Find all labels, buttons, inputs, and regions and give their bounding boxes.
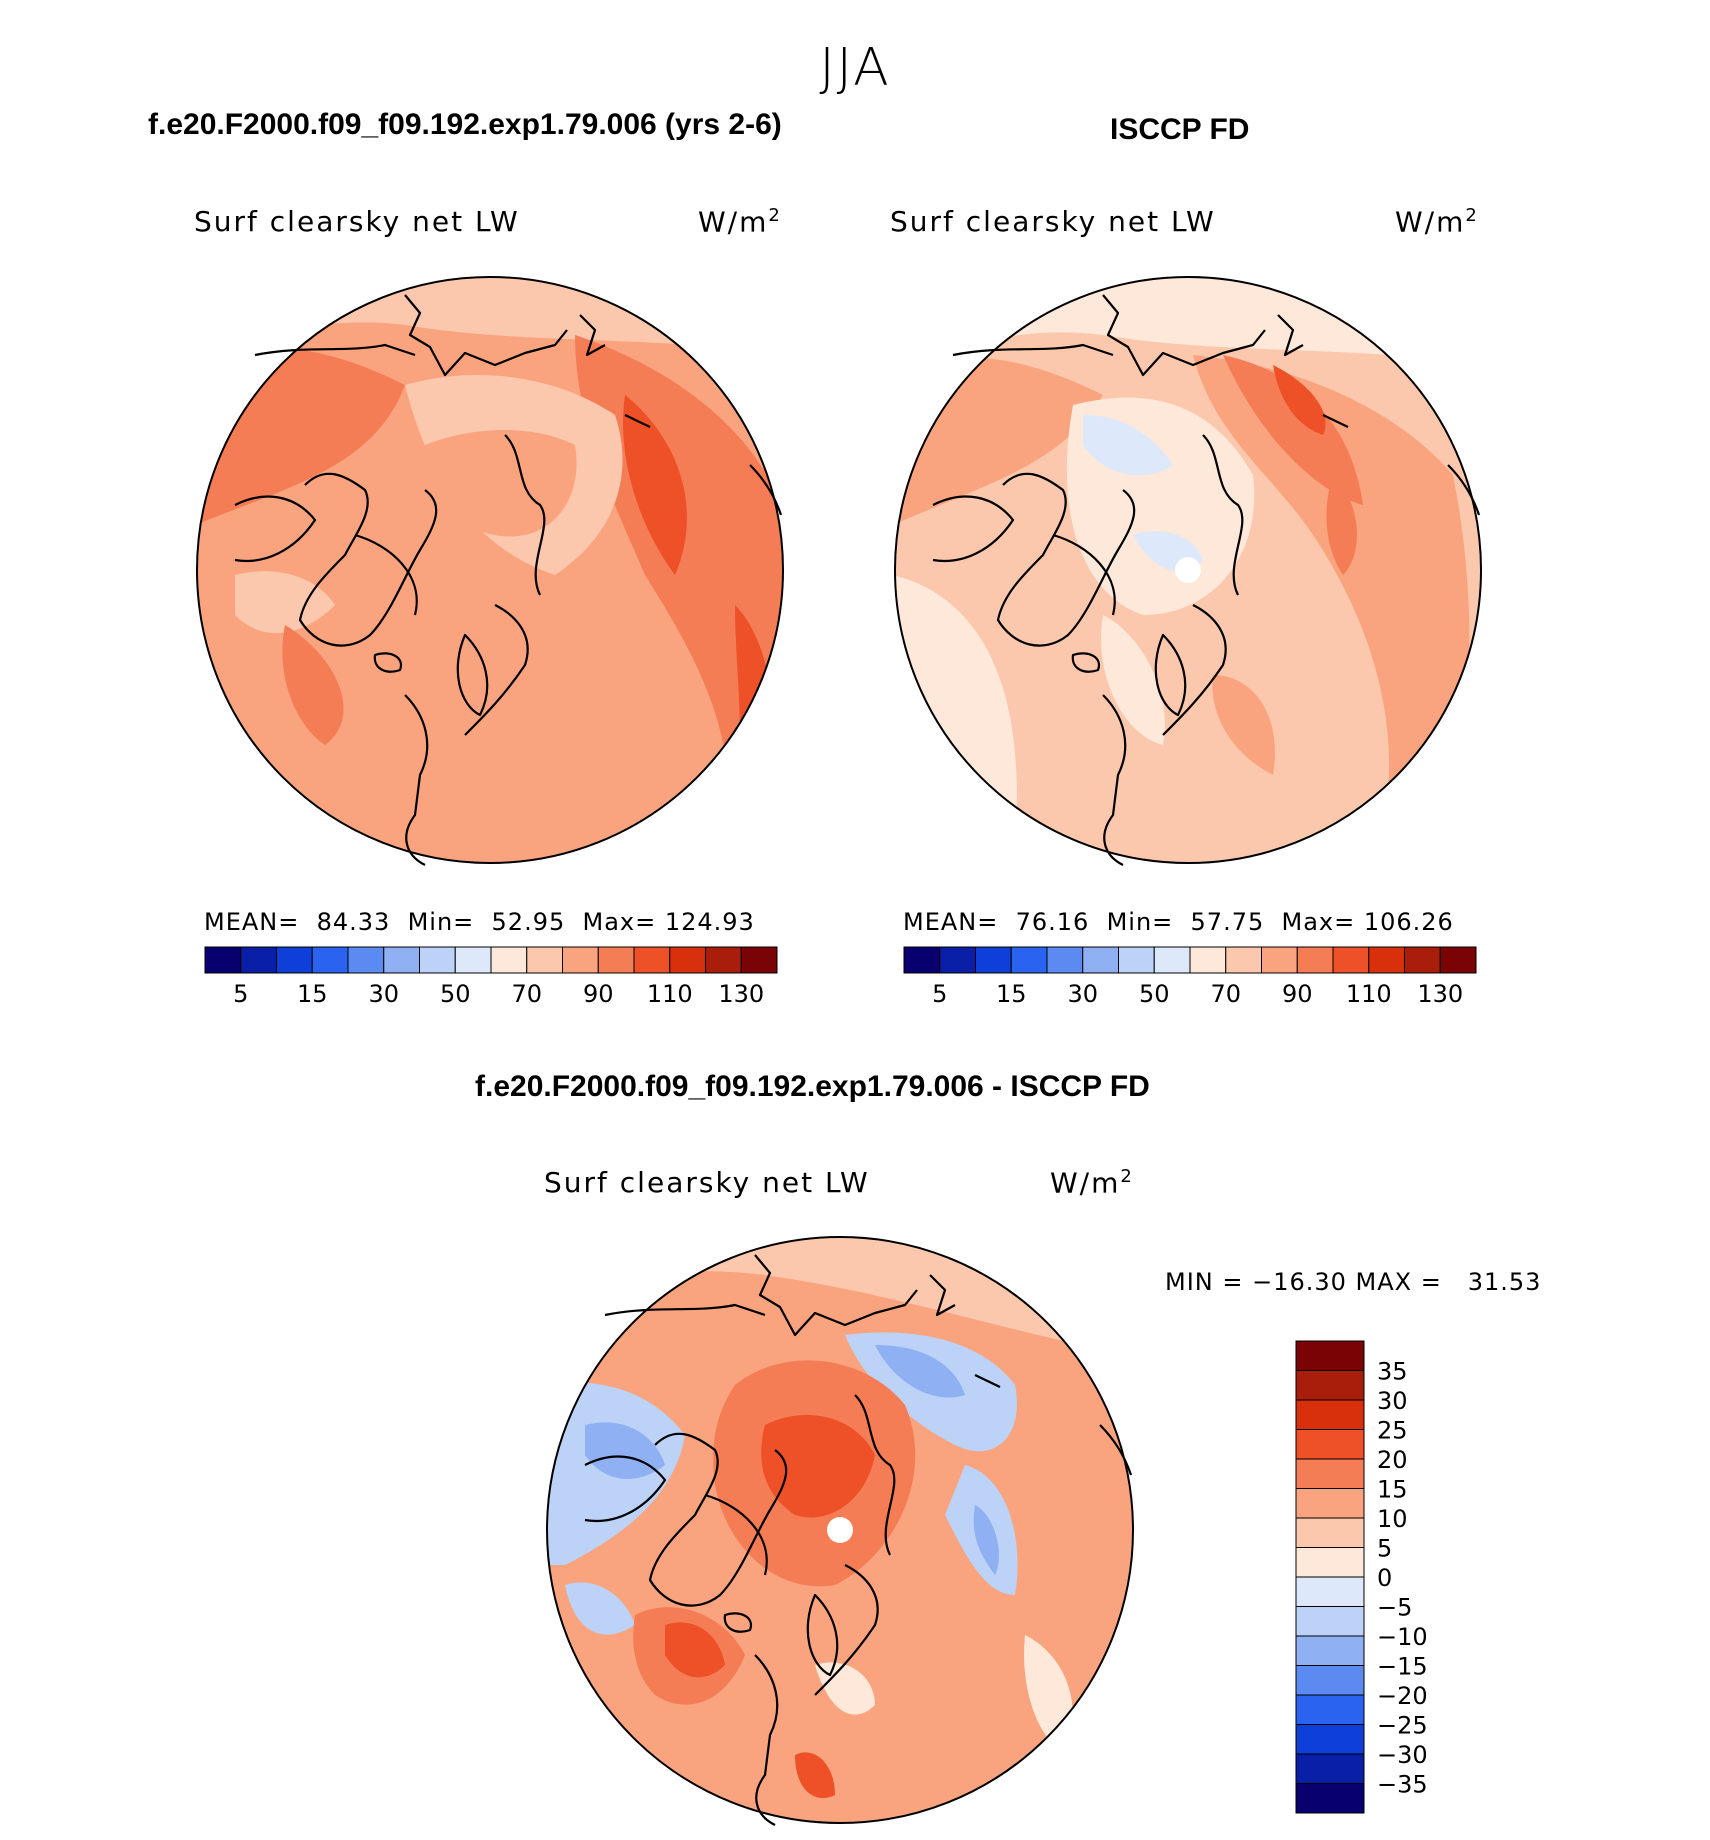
diff-colorbar-swatch	[1295, 1340, 1365, 1371]
diff-colorbar-swatch	[1295, 1488, 1365, 1519]
obs-colorbar-swatch	[1439, 946, 1477, 974]
season-title: JJA	[819, 38, 891, 98]
model-colorbar-swatch	[562, 946, 599, 974]
model-colorbar-tick-label: 110	[647, 980, 693, 1008]
model-colorbar-swatch	[526, 946, 563, 974]
model-stats: MEAN= 84.33 Min= 52.95 Max= 124.93	[204, 908, 755, 936]
obs-panel-title: ISCCP FD	[1110, 113, 1250, 146]
model-panel-title: f.e20.F2000.f09_f09.192.exp1.79.006 (yrs…	[148, 108, 782, 141]
model-colorbar-tick-label: 70	[511, 980, 542, 1008]
obs-polar-map	[894, 276, 1482, 866]
diff-colorbar-tick-label: −5	[1377, 1594, 1412, 1622]
obs-colorbar-tick-label: 70	[1210, 980, 1241, 1008]
obs-units-label: W/m2	[1395, 205, 1479, 239]
model-colorbar-swatch	[240, 946, 277, 974]
diff-colorbar-tick-label: 15	[1377, 1476, 1408, 1504]
obs-colorbar-swatch	[1046, 946, 1084, 974]
obs-colorbar-tick-label: 110	[1346, 980, 1392, 1008]
diff-colorbar-tick-label: 30	[1377, 1387, 1408, 1415]
diff-colorbar-swatch	[1295, 1694, 1365, 1725]
obs-colorbar-swatch	[1189, 946, 1227, 974]
model-colorbar-swatch	[705, 946, 742, 974]
diff-colorbar-tick-label: −35	[1377, 1771, 1428, 1799]
model-colorbar-tick-label: 130	[718, 980, 764, 1008]
model-colorbar-swatch	[276, 946, 313, 974]
diff-colorbar-tick-label: −30	[1377, 1741, 1428, 1769]
diff-colorbar-tick-label: −25	[1377, 1712, 1428, 1740]
model-colorbar-swatch	[311, 946, 349, 974]
model-colorbar-tick-label: 5	[233, 980, 248, 1008]
model-colorbar-tick-label: 15	[297, 980, 328, 1008]
diff-colorbar-tick-label: 5	[1377, 1535, 1392, 1563]
diff-colorbar-tick-label: −15	[1377, 1653, 1428, 1681]
model-colorbar-swatch	[597, 946, 635, 974]
diff-colorbar-swatch	[1295, 1665, 1365, 1696]
obs-variable-label: Surf clearsky net LW	[890, 205, 1216, 238]
obs-colorbar-tick-label: 90	[1282, 980, 1313, 1008]
obs-colorbar-swatch	[1153, 946, 1191, 974]
model-colorbar-swatch	[383, 946, 420, 974]
diff-colorbar-tick-label: 10	[1377, 1505, 1408, 1533]
diff-colorbar-swatch	[1295, 1370, 1365, 1401]
obs-colorbar-swatch	[1332, 946, 1370, 974]
diff-panel-title: f.e20.F2000.f09_f09.192.exp1.79.006 - IS…	[475, 1070, 1150, 1103]
obs-colorbar-tick-label: 50	[1139, 980, 1170, 1008]
obs-colorbar-swatch	[903, 946, 941, 974]
model-colorbar-tick-label: 90	[583, 980, 614, 1008]
model-colorbar-swatch	[419, 946, 456, 974]
model-colorbar-swatch	[633, 946, 671, 974]
obs-colorbar-tick-label: 15	[996, 980, 1027, 1008]
model-polar-map	[196, 276, 784, 866]
diff-colorbar-swatch	[1295, 1429, 1365, 1460]
diff-stats: MIN = −16.30 MAX = 31.53	[1165, 1268, 1542, 1296]
model-colorbar-swatch	[204, 946, 242, 974]
diff-colorbar-swatch	[1295, 1399, 1365, 1430]
obs-colorbar-swatch	[975, 946, 1012, 974]
model-colorbar-swatch	[669, 946, 706, 974]
diff-colorbar-swatch	[1295, 1517, 1365, 1548]
model-colorbar-swatch	[347, 946, 385, 974]
diff-colorbar-tick-label: 20	[1377, 1446, 1408, 1474]
model-variable-label: Surf clearsky net LW	[194, 205, 520, 238]
obs-colorbar-swatch	[1261, 946, 1298, 974]
diff-colorbar-swatch	[1295, 1547, 1365, 1578]
model-colorbar-swatch	[454, 946, 492, 974]
obs-colorbar-swatch	[1404, 946, 1441, 974]
obs-colorbar-tick-label: 130	[1417, 980, 1463, 1008]
model-colorbar-tick-label: 30	[368, 980, 399, 1008]
diff-colorbar-swatch	[1295, 1635, 1365, 1666]
obs-colorbar: 5 15 30 50 70 90 110 130	[903, 946, 1477, 1008]
diff-units-label: W/m2	[1050, 1166, 1134, 1200]
obs-colorbar-swatch	[1082, 946, 1119, 974]
model-colorbar-swatch	[490, 946, 528, 974]
diff-polar-map	[546, 1236, 1134, 1826]
obs-colorbar-swatch	[1118, 946, 1155, 974]
model-colorbar-swatch	[740, 946, 778, 974]
diff-colorbar-tick-label: 35	[1377, 1358, 1408, 1386]
obs-stats: MEAN= 76.16 Min= 57.75 Max= 106.26	[903, 908, 1454, 936]
diff-colorbar-swatch	[1295, 1724, 1365, 1755]
model-colorbar-tick-label: 50	[440, 980, 471, 1008]
model-colorbar: 5 15 30 50 70 90 110 130	[204, 946, 778, 1008]
diff-colorbar-tick-label: 0	[1377, 1564, 1392, 1592]
diff-colorbar-swatch	[1295, 1753, 1365, 1784]
diff-colorbar-tick-label: −10	[1377, 1623, 1428, 1651]
diff-colorbar-swatch	[1295, 1783, 1365, 1814]
obs-colorbar-tick-label: 30	[1067, 980, 1098, 1008]
obs-colorbar-swatch	[1296, 946, 1334, 974]
obs-colorbar-swatch	[1368, 946, 1405, 974]
obs-colorbar-swatch	[1010, 946, 1048, 974]
diff-colorbar-tick-label: 25	[1377, 1417, 1408, 1445]
diff-colorbar-tick-label: −20	[1377, 1682, 1428, 1710]
diff-colorbar-swatch	[1295, 1576, 1365, 1607]
obs-colorbar-tick-label: 5	[932, 980, 947, 1008]
model-units-label: W/m2	[698, 205, 782, 239]
obs-colorbar-swatch	[939, 946, 976, 974]
obs-colorbar-swatch	[1225, 946, 1262, 974]
diff-colorbar-swatch	[1295, 1606, 1365, 1637]
diff-variable-label: Surf clearsky net LW	[544, 1166, 870, 1199]
diff-colorbar-swatch	[1295, 1458, 1365, 1489]
